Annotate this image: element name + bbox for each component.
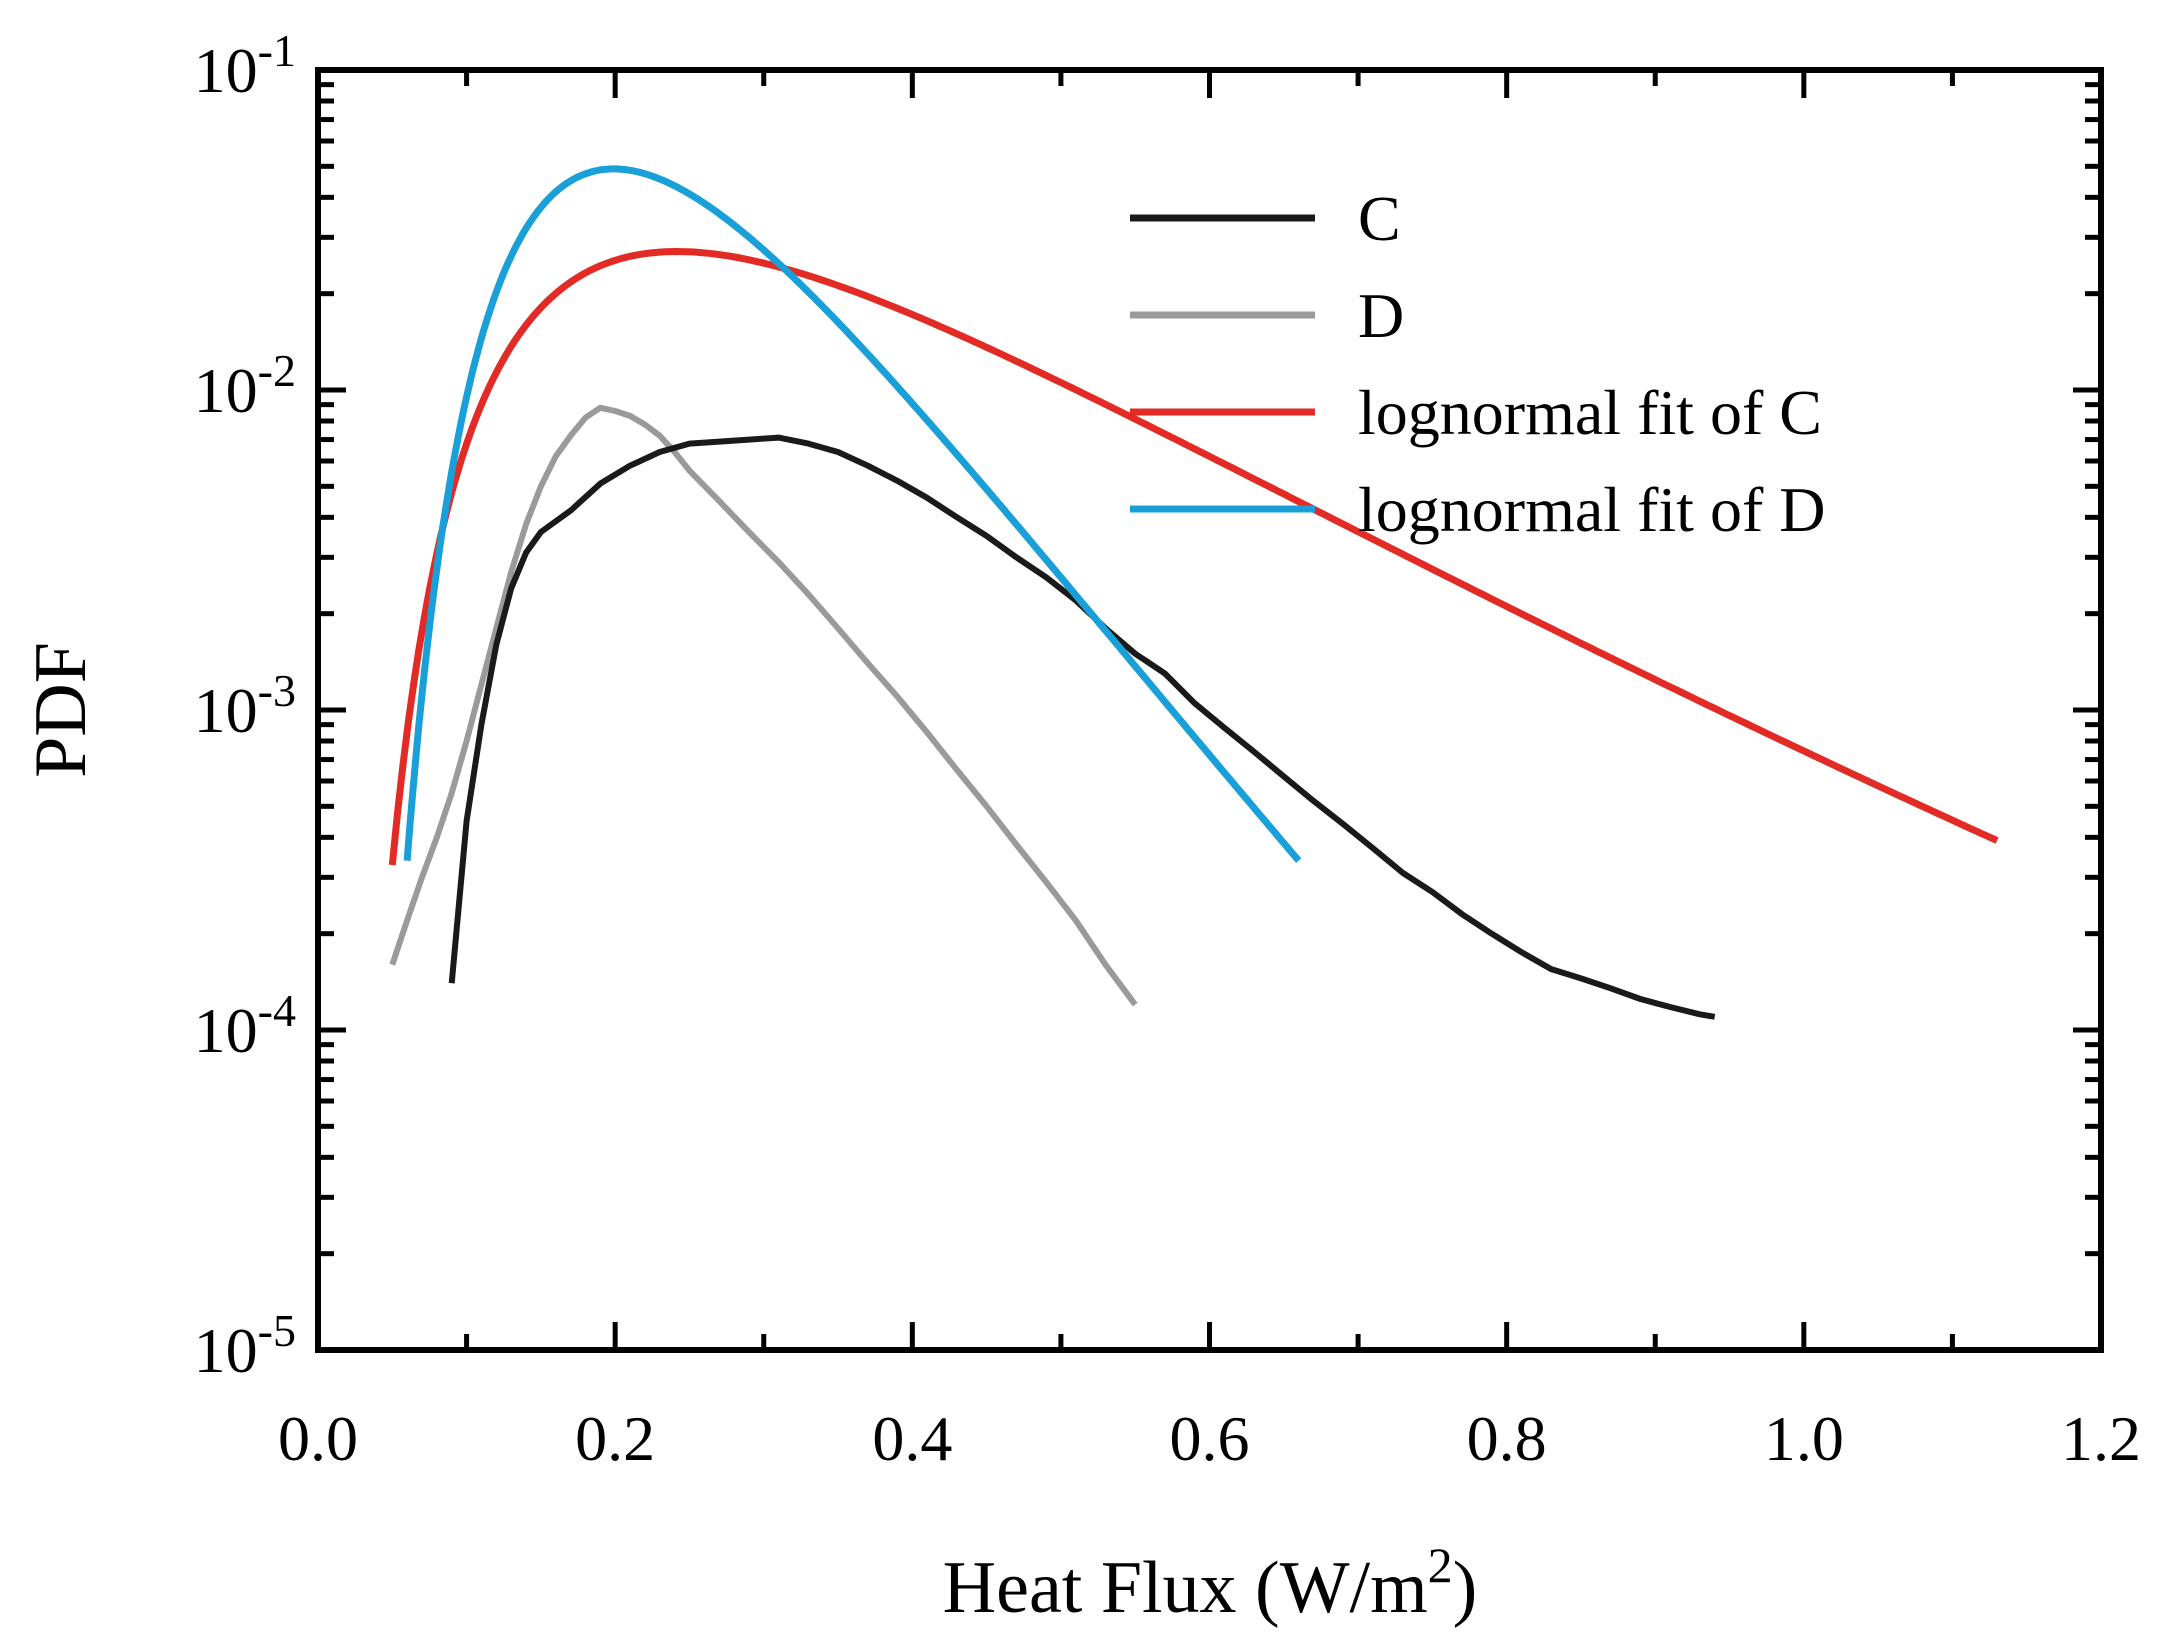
y-tick-label-base: 10	[194, 1315, 258, 1386]
series-line-c	[448, 434, 1716, 1020]
x-tick-label: 0.2	[575, 1403, 655, 1474]
y-tick-label-exponent: -4	[258, 985, 296, 1036]
x-tick-label: 1.0	[1764, 1403, 1844, 1474]
y-tick-label: 10-5	[194, 1305, 296, 1386]
y-tick-label-base: 10	[194, 995, 258, 1066]
x-axis-label: Heat Flux (W/m2)	[943, 1537, 1478, 1629]
legend-label: D	[1358, 280, 1404, 351]
x-axis-label-superscript: 2	[1428, 1537, 1453, 1593]
plot-frame	[315, 67, 2104, 1353]
y-tick-label-exponent: -1	[258, 25, 296, 76]
legend-label: lognormal fit of C	[1358, 377, 1822, 448]
series-line-d	[389, 404, 1138, 1007]
y-tick-label-exponent: -3	[258, 665, 296, 716]
y-tick-label-exponent: -2	[258, 345, 296, 396]
y-tick-label-base: 10	[194, 35, 258, 106]
y-tick-label-exponent: -5	[258, 1305, 296, 1356]
x-tick-label: 0.4	[872, 1403, 952, 1474]
series-line-lognormal-fit-of-d	[403, 165, 1302, 863]
x-tick-label: 1.2	[2061, 1403, 2141, 1474]
y-tick-label: 10-2	[194, 345, 296, 426]
y-tick-label-base: 10	[194, 355, 258, 426]
x-tick-label: 0.0	[278, 1403, 358, 1474]
legend-label: C	[1358, 183, 1401, 254]
y-tick-label-base: 10	[194, 675, 258, 746]
series-line-lognormal-fit-of-c	[388, 248, 1999, 866]
y-tick-label: 10-1	[194, 25, 296, 106]
y-tick-label: 10-4	[194, 985, 296, 1066]
y-axis-label: PDF	[20, 642, 102, 778]
y-tick-label: 10-3	[194, 665, 296, 746]
x-tick-label: 0.8	[1467, 1403, 1547, 1474]
x-tick-label: 0.6	[1170, 1403, 1250, 1474]
y-tick-labels: 10-110-210-310-410-5	[194, 25, 296, 1386]
x-tick-labels: 0.0 0.2 0.4 0.6 0.8 1.0 1.2	[278, 1403, 2141, 1474]
legend-label: lognormal fit of D	[1358, 474, 1825, 545]
series-group	[388, 165, 1999, 1020]
x-axis-label-main: Heat Flux (W/m	[943, 1547, 1428, 1629]
x-axis-label-close: )	[1453, 1547, 1478, 1629]
